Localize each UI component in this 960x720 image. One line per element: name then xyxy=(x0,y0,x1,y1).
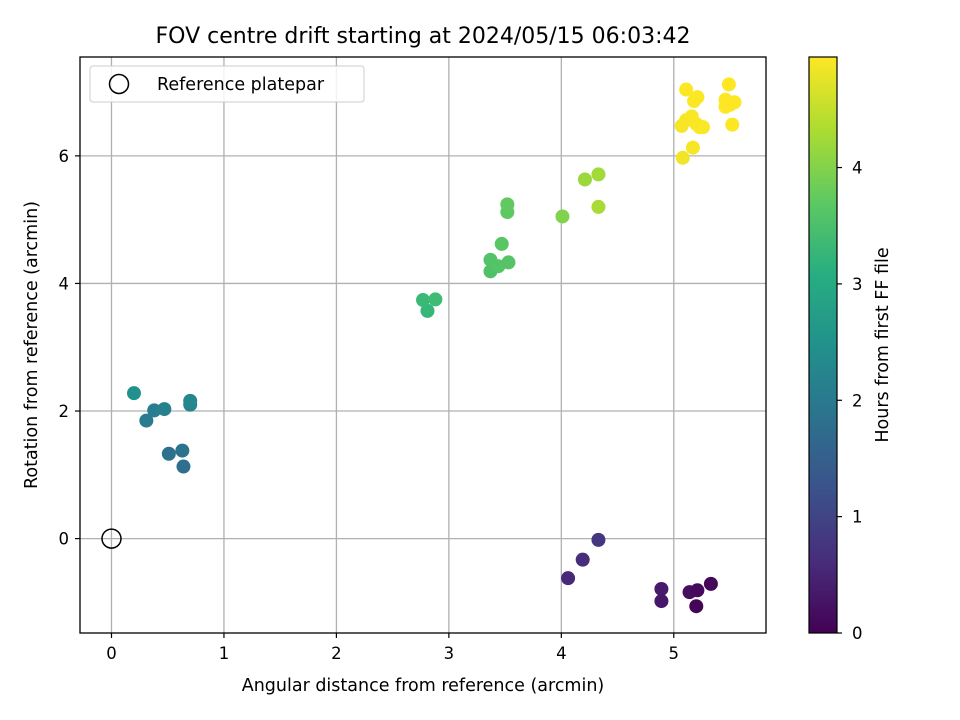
scatter-point xyxy=(161,446,176,461)
scatter-point xyxy=(690,90,705,105)
scatter-point xyxy=(703,576,718,591)
scatter-point xyxy=(501,255,516,270)
colorbar-tick-label: 4 xyxy=(852,159,863,178)
x-tick-label: 4 xyxy=(556,644,567,663)
scatter-point xyxy=(420,303,435,318)
scatter-point xyxy=(561,571,576,586)
scatter-point xyxy=(690,583,705,598)
scatter-point xyxy=(555,209,570,224)
x-tick-label: 5 xyxy=(669,644,680,663)
colorbar-label: Hours from first FF file xyxy=(873,247,893,442)
scatter-point xyxy=(727,95,742,110)
scatter-point xyxy=(591,532,606,547)
colorbar-tick-label: 3 xyxy=(852,275,863,294)
scatter-point xyxy=(157,402,172,417)
y-tick-label: 6 xyxy=(59,147,70,166)
x-tick-label: 2 xyxy=(331,644,342,663)
chart-title: FOV centre drift starting at 2024/05/15 … xyxy=(156,24,691,49)
scatter-point xyxy=(654,594,669,609)
y-tick-label: 4 xyxy=(59,274,70,293)
colorbar-gradient xyxy=(808,56,838,634)
x-axis-label: Angular distance from reference (arcmin) xyxy=(242,676,605,696)
grid xyxy=(80,57,766,633)
scatter-point xyxy=(428,292,443,307)
y-tick-label: 2 xyxy=(59,402,70,421)
x-tick-label: 0 xyxy=(106,644,117,663)
reference-platepar-marker xyxy=(101,528,122,549)
colorbar-tick-label: 2 xyxy=(852,391,863,410)
scatter-point xyxy=(591,167,606,182)
scatter-point xyxy=(696,120,711,135)
scatter-point xyxy=(494,236,509,251)
scatter-point xyxy=(183,393,198,408)
scatter-point xyxy=(675,150,690,165)
scatter-point xyxy=(416,293,430,308)
y-tick-label: 0 xyxy=(59,530,70,549)
scatter-point xyxy=(679,82,694,97)
scatter-point xyxy=(689,599,704,614)
scatter-point xyxy=(685,140,700,155)
scatter-point xyxy=(721,77,736,92)
axis-ticks: 0 1 2 3 4 5 0 2 4 6 xyxy=(59,147,680,663)
colorbar-tick-label: 0 xyxy=(852,624,863,643)
scatter-point xyxy=(575,552,590,567)
x-tick-label: 1 xyxy=(219,644,230,663)
scatter-point xyxy=(175,443,190,458)
y-axis-label: Rotation from reference (arcmin) xyxy=(22,201,42,489)
colorbar-ticks: 0 1 2 3 4 xyxy=(837,159,863,643)
scatter-point xyxy=(139,413,154,428)
plot-frame xyxy=(79,56,767,634)
scatter-point xyxy=(126,386,141,401)
scatter-point xyxy=(725,117,740,132)
scatter-points xyxy=(126,77,742,614)
legend-box xyxy=(89,65,365,103)
legend: Reference platepar xyxy=(89,65,365,103)
scatter-point xyxy=(500,197,515,212)
scatter-point xyxy=(591,199,606,214)
scatter-point xyxy=(176,459,191,474)
scatter-point xyxy=(577,172,592,187)
colorbar: 0 1 2 3 4 Hours from first FF file xyxy=(808,56,893,643)
x-tick-label: 3 xyxy=(444,644,455,663)
legend-reference-icon xyxy=(108,73,130,95)
scatter-point xyxy=(654,581,669,596)
legend-reference-label: Reference platepar xyxy=(157,75,325,95)
colorbar-tick-label: 1 xyxy=(852,508,863,527)
